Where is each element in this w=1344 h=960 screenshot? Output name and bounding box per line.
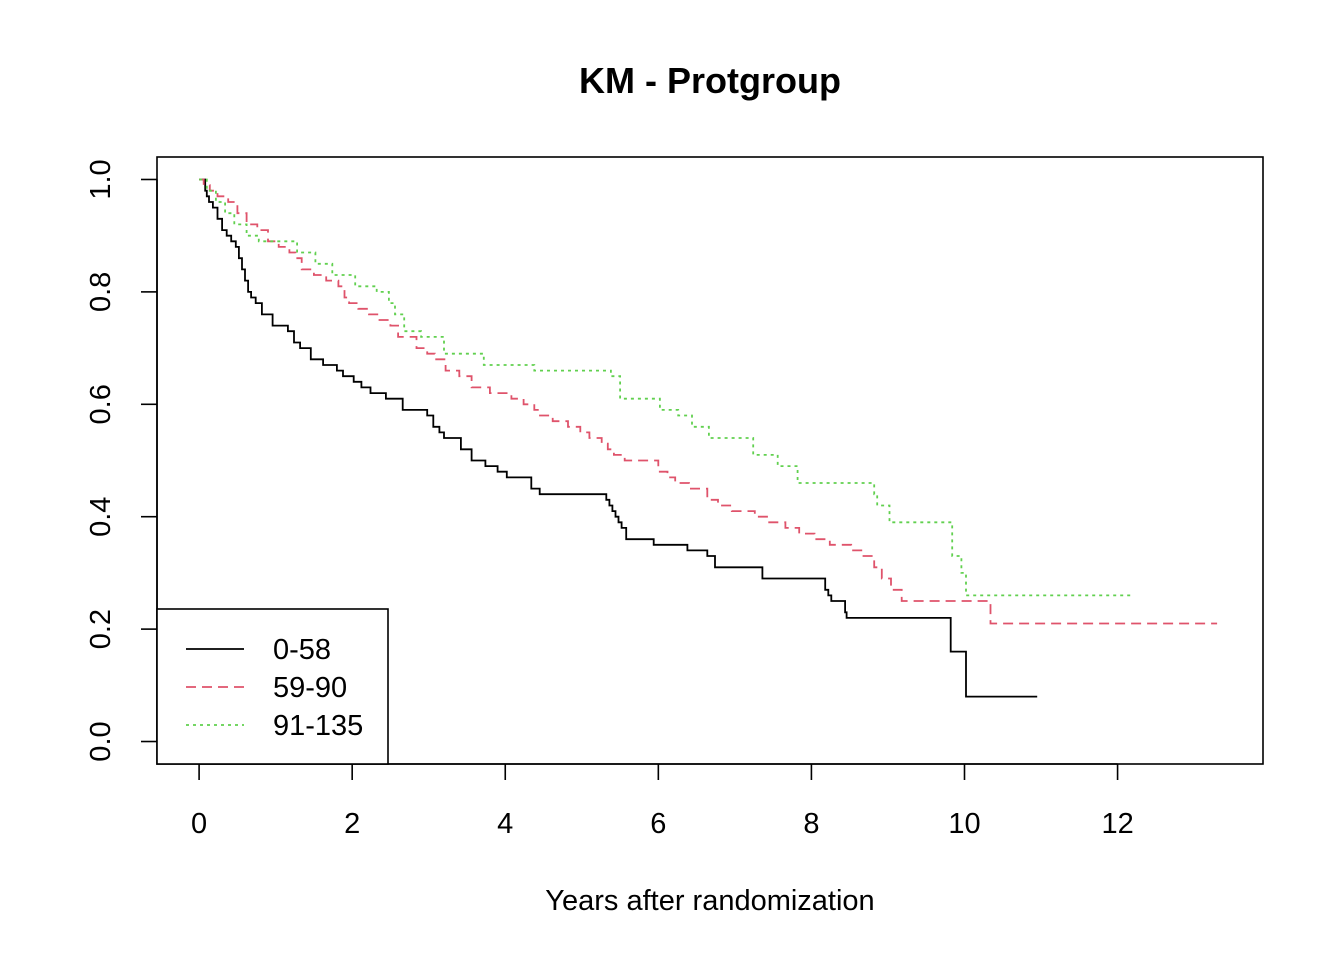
y-tick-label: 0.6 [85, 384, 117, 424]
y-tick-label: 0.8 [85, 272, 117, 312]
x-tick-label: 4 [497, 808, 513, 840]
x-tick-label: 2 [344, 808, 360, 840]
x-axis: 0 2 4 6 8 10 12 [191, 763, 1134, 840]
legend: 0-58 59-90 91-135 [156, 608, 389, 765]
x-tick-label: 12 [1101, 808, 1133, 840]
x-tick-label: 0 [191, 808, 207, 840]
series-line-1 [199, 178, 1218, 625]
chart-title: KM - Protgroup [579, 60, 841, 101]
y-tick-label: 0.0 [85, 721, 117, 761]
y-tick-label: 0.2 [85, 609, 117, 649]
legend-label-2: 91-135 [273, 710, 363, 742]
x-axis-title: Years after randomization [545, 885, 874, 917]
y-tick-label: 1.0 [85, 159, 117, 199]
legend-label-0: 0-58 [273, 634, 331, 666]
x-tick-label: 10 [948, 808, 980, 840]
series-line-0 [199, 178, 1038, 698]
y-axis: 0.0 0.2 0.4 0.6 0.8 1.0 [85, 159, 158, 762]
series-line-2 [199, 178, 1133, 597]
x-tick-label: 8 [803, 808, 819, 840]
y-tick-label: 0.4 [85, 497, 117, 537]
legend-label-1: 59-90 [273, 672, 347, 704]
survival-curves [199, 178, 1218, 698]
x-tick-label: 6 [650, 808, 666, 840]
